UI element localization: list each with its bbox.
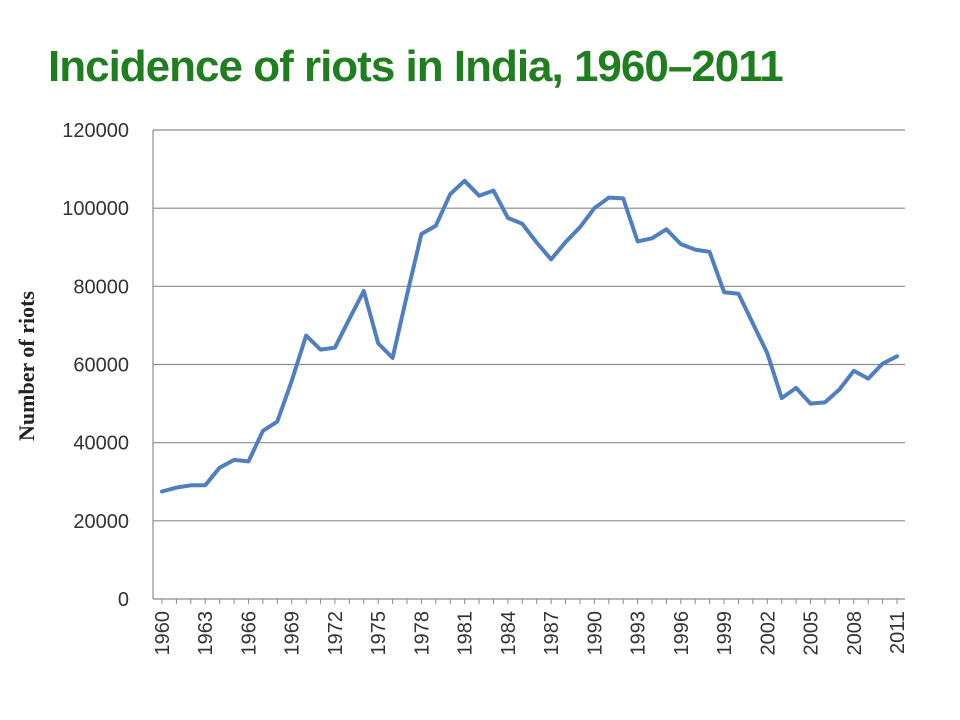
y-tick-label: 100000 [62,198,129,220]
y-tick-label: 120000 [62,120,129,142]
x-tick-label: 1966 [238,611,260,656]
x-tick-label: 1987 [541,611,563,656]
x-tick-label: 2011 [887,611,909,654]
x-tick-label: 1990 [584,611,606,656]
y-tick-label: 40000 [73,433,129,455]
series-layer [160,178,899,494]
x-tick-label: 1972 [325,611,347,656]
x-tick-label: 2008 [844,611,866,656]
x-tick-label: 1978 [411,611,433,656]
y-axis-ticks: 0 20000 40000 60000 80000 100000 120000 [62,120,129,611]
chart-title: Incidence of riots in India, 1960–2011 [48,42,784,91]
x-tick-label: 1963 [195,611,217,656]
x-tick-label: 1984 [498,611,520,656]
x-tick-label: 1960 [152,611,174,656]
x-tick-label: 1981 [455,611,477,656]
x-axis-ticks: 1960 1963 1966 1969 1972 1975 1978 1981 1984 1987… [152,611,909,656]
x-tick-label: 1996 [671,611,693,656]
x-tick-label: 1975 [368,611,390,656]
y-tick-label: 0 [118,589,129,611]
x-tick-label: 1999 [714,611,736,656]
y-tick-label: 80000 [73,276,129,298]
gridlines [153,129,905,522]
x-tick-label: 2002 [757,611,779,656]
y-axis-label: Number of riots [14,291,39,441]
series-line [160,178,899,494]
y-tick-label: 60000 [73,355,129,377]
x-tick-label: 1993 [628,611,650,656]
axes [152,130,905,604]
x-tick-label: 1969 [282,611,304,656]
y-tick-label: 20000 [73,511,129,533]
x-tick-label: 2005 [801,611,823,656]
